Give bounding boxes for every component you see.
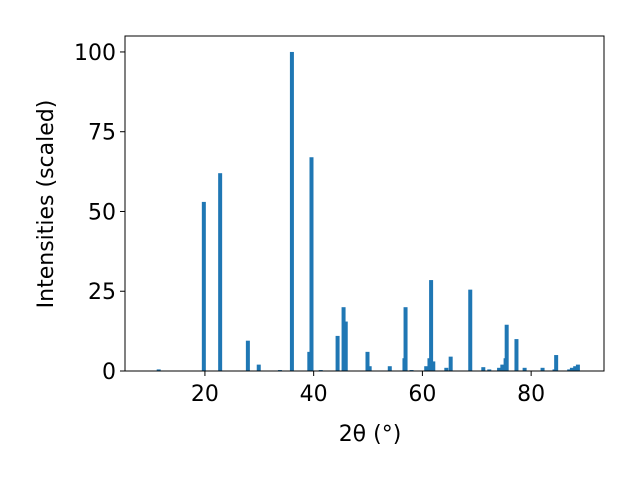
bar (573, 366, 578, 371)
bar (387, 366, 392, 371)
bar (289, 51, 294, 371)
bar (335, 335, 340, 371)
bar (504, 324, 509, 371)
bar (481, 367, 486, 371)
bar (497, 367, 502, 371)
bar (429, 280, 434, 371)
x-tick-label: 40 (300, 382, 328, 407)
bar (569, 367, 574, 371)
bar (201, 201, 206, 371)
bar (540, 367, 545, 371)
bar (156, 369, 161, 371)
bar (403, 307, 408, 371)
y-axis-label: Intensities (scaled) (34, 100, 59, 309)
y-tick-label: 100 (74, 41, 116, 66)
bar (424, 366, 429, 371)
bar (218, 173, 223, 371)
y-tick-label: 75 (88, 121, 116, 146)
bar (567, 369, 572, 371)
bar (367, 366, 372, 371)
bar (343, 321, 348, 371)
x-tick-label: 80 (517, 382, 545, 407)
bar (522, 367, 527, 371)
bar (431, 361, 436, 371)
bar (309, 157, 314, 371)
bar (448, 356, 453, 371)
plot-frame (124, 35, 605, 372)
x-tick-label: 20 (191, 382, 219, 407)
x-tick-label: 60 (408, 382, 436, 407)
bar (341, 307, 346, 371)
bar (444, 367, 449, 371)
bar (514, 339, 519, 371)
bar (500, 364, 505, 371)
bar (307, 351, 312, 371)
bar (468, 289, 473, 371)
y-tick-label: 0 (102, 360, 116, 385)
bar (256, 364, 261, 371)
bar (575, 364, 580, 371)
y-tick-label: 50 (88, 200, 116, 225)
bar (365, 351, 370, 371)
bar (487, 369, 492, 371)
y-tick-label: 25 (88, 280, 116, 305)
bar (554, 355, 559, 371)
x-axis-label: 2θ (°) (339, 422, 402, 447)
bar (245, 340, 250, 371)
